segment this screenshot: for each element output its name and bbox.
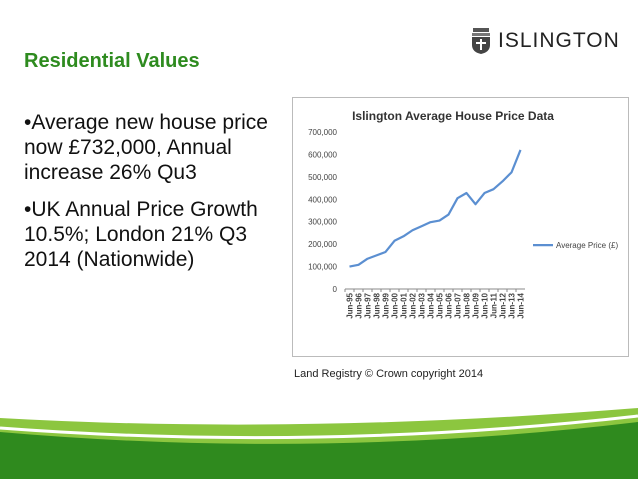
x-tick-label: Jun-01 <box>400 292 409 318</box>
x-tick-label: Jun-11 <box>490 292 499 318</box>
chart-title: Islington Average House Price Data <box>352 109 554 123</box>
series-group <box>349 149 522 268</box>
y-tick-label: 0 <box>333 285 338 294</box>
x-tick-label: Jun-12 <box>499 292 508 318</box>
x-tick-label: Jun-10 <box>481 292 490 318</box>
legend-label: Average Price (£) <box>556 241 618 250</box>
source-caption: Land Registry © Crown copyright 2014 <box>294 368 484 380</box>
x-tick-label: Jun-13 <box>508 292 517 318</box>
y-tick-label: 500,000 <box>308 173 337 182</box>
x-tick-label: Jun-95 <box>346 292 355 318</box>
house-price-chart: Islington Average House Price Data 0 100,… <box>292 97 629 357</box>
x-tick-label: Jun-08 <box>463 292 472 318</box>
x-tick-label: Jun-97 <box>364 292 373 318</box>
bullet-1: •Average new house price now £732,000, A… <box>24 111 268 184</box>
x-tick-label: Jun-06 <box>445 292 454 318</box>
series-line <box>349 149 522 268</box>
y-tick-label: 600,000 <box>308 150 337 159</box>
y-axis-ticks: 0 100,000 200,000 300,000 400,000 500,000 600,… <box>308 128 337 294</box>
x-tick-label: Jun-96 <box>355 292 364 318</box>
x-tick-label: Jun-07 <box>454 292 463 318</box>
bullet-list: •Average new house price now £732,000, A… <box>24 110 274 284</box>
x-axis-ticks: Jun-95 Jun-96 Jun-97 Jun-98 Jun-99 Jun-00 Jun-… <box>344 289 526 319</box>
x-tick-label: Jun-00 <box>391 292 400 318</box>
slide-title: Residential Values <box>24 50 200 72</box>
chart-legend: Average Price (£) <box>533 241 618 250</box>
x-tick-label: Jun-14 <box>517 292 526 318</box>
y-tick-label: 100,000 <box>308 263 337 272</box>
x-tick-label: Jun-05 <box>436 292 445 318</box>
x-tick-label: Jun-02 <box>409 292 418 318</box>
crest-icon <box>472 28 490 54</box>
x-tick-label: Jun-99 <box>382 292 391 318</box>
x-tick-label: Jun-09 <box>472 292 481 318</box>
x-tick-label: Jun-98 <box>373 292 382 318</box>
logo-text: ISLINGTON <box>498 29 620 52</box>
decorative-swoosh <box>0 408 638 479</box>
y-tick-label: 400,000 <box>308 195 337 204</box>
bullet-2: •UK Annual Price Growth 10.5%; London 21… <box>24 198 258 271</box>
chart-svg: Islington Average House Price Data 0 100,… <box>308 109 618 319</box>
y-tick-label: 700,000 <box>308 128 337 137</box>
islington-logo: ISLINGTON <box>470 28 620 54</box>
y-tick-label: 200,000 <box>308 240 337 249</box>
x-tick-label: Jun-03 <box>418 292 427 318</box>
x-tick-label: Jun-04 <box>427 292 436 318</box>
y-tick-label: 300,000 <box>308 218 337 227</box>
